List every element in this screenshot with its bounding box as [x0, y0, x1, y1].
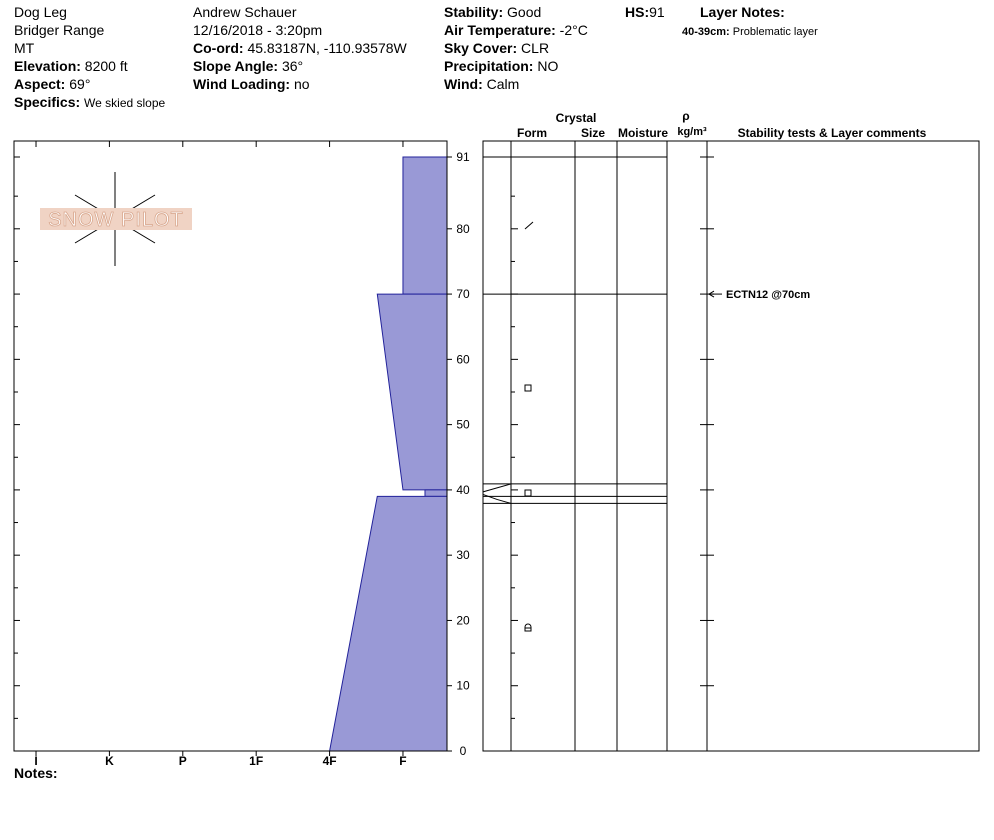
- grid-frame: [482, 140, 980, 752]
- label: Air Temperature:: [444, 22, 556, 38]
- depth-label: 60: [456, 352, 470, 366]
- depth-label: 10: [456, 679, 470, 693]
- test-arrowhead: [708, 290, 715, 298]
- hardness-layer: [328, 495, 448, 752]
- value: 69°: [69, 76, 90, 92]
- hardness-label: F: [399, 754, 406, 768]
- crystal-header: Crystal: [556, 111, 597, 125]
- label: HS:: [625, 4, 649, 20]
- depth-label: 30: [456, 548, 470, 562]
- grain-symbols: [524, 221, 534, 632]
- value: NO: [537, 58, 558, 74]
- density-unit: kg/m³: [677, 126, 707, 138]
- depth-label: 40: [456, 483, 470, 497]
- stability: Stability: Good: [444, 4, 541, 20]
- site: Dog Leg: [14, 4, 67, 20]
- rho-header: ρ: [682, 109, 689, 123]
- wind-loading: Wind Loading: no: [193, 76, 310, 92]
- hardness-label: P: [179, 754, 187, 768]
- value: 8200 ft: [85, 58, 128, 74]
- layer-connector: [482, 493, 512, 504]
- value: 36°: [282, 58, 303, 74]
- air-temperature: Air Temperature: -2°C: [444, 22, 588, 38]
- hardness-label: I: [34, 754, 37, 768]
- grain-faceted: [524, 384, 532, 392]
- range: Bridger Range: [14, 22, 104, 38]
- depth-label: 0: [460, 744, 467, 758]
- value: Good: [507, 4, 541, 20]
- grain-faceted: [524, 489, 532, 497]
- hardness-label: K: [105, 754, 114, 768]
- label: Specifics:: [14, 94, 80, 110]
- hardness-layer: [402, 156, 448, 295]
- layer-connector: [482, 483, 512, 493]
- precipitation: Precipitation: NO: [444, 58, 558, 74]
- moisture-header: Moisture: [618, 126, 668, 140]
- depth-label: 20: [456, 613, 470, 627]
- value: CLR: [521, 40, 549, 56]
- label: Sky Cover:: [444, 40, 517, 56]
- value: 91: [649, 4, 665, 20]
- label: Elevation:: [14, 58, 81, 74]
- hardness-layer: [424, 489, 448, 497]
- observer: Andrew Schauer: [193, 4, 297, 20]
- grain-decomposing: [524, 221, 534, 230]
- value: Calm: [487, 76, 520, 92]
- hs: HS:91: [625, 4, 665, 20]
- profile-frame: [13, 140, 448, 752]
- slope-angle: Slope Angle: 36°: [193, 58, 303, 74]
- wind: Wind: Calm: [444, 76, 519, 92]
- label: Slope Angle:: [193, 58, 278, 74]
- specifics: Specifics: We skied slope: [14, 94, 166, 110]
- elevation: Elevation: 8200 ft: [14, 58, 128, 74]
- logo-text: SNOW PILOT: [48, 209, 184, 231]
- value: no: [294, 76, 310, 92]
- comments-header: Stability tests & Layer comments: [738, 126, 927, 140]
- hardness-profile: I K P 1F 4F F 0 10 20 30 40 50 60 70 80 91: [14, 141, 470, 768]
- range: 40-39cm:: [682, 26, 730, 38]
- label: Co-ord:: [193, 40, 244, 56]
- hardness-label: 4F: [323, 754, 337, 768]
- test-label: ECTN12 @70cm: [726, 289, 810, 301]
- form-header: Form: [517, 126, 547, 140]
- header: Dog Leg Bridger Range MT Elevation: 8200…: [14, 4, 818, 110]
- layer-note: 40-39cm: Problematic layer: [682, 26, 818, 38]
- depth-label: 70: [456, 287, 470, 301]
- label: Stability:: [444, 4, 503, 20]
- text: Problematic layer: [733, 26, 818, 38]
- value: 45.83187N, -110.93578W: [247, 40, 407, 56]
- label: Precipitation:: [444, 58, 533, 74]
- notes: Notes:: [14, 765, 58, 781]
- hardness-layer: [376, 293, 448, 491]
- sky-cover: Sky Cover: CLR: [444, 40, 549, 56]
- logo-band: [40, 208, 192, 230]
- hardness-label: 1F: [249, 754, 263, 768]
- depth-label: 50: [456, 418, 470, 432]
- aspect: Aspect: 69°: [14, 76, 90, 92]
- depth-label: 91: [456, 150, 470, 164]
- label: Wind:: [444, 76, 483, 92]
- column-headers: Crystal Form Size Moisture ρ kg/m³ Stabi…: [517, 109, 927, 140]
- value: -2°C: [560, 22, 588, 38]
- grain-rounding: [524, 623, 532, 632]
- size-header: Size: [581, 126, 605, 140]
- state: MT: [14, 40, 35, 56]
- coord: Co-ord: 45.83187N, -110.93578W: [193, 40, 408, 56]
- label: Aspect:: [14, 76, 65, 92]
- datetime: 12/16/2018 - 3:20pm: [193, 22, 322, 38]
- depth-label: 80: [456, 222, 470, 236]
- label: Wind Loading:: [193, 76, 290, 92]
- layer-grid: ECTN12 @70cm: [482, 140, 980, 752]
- layer-notes-title: Layer Notes:: [700, 4, 785, 20]
- value: We skied slope: [84, 96, 165, 110]
